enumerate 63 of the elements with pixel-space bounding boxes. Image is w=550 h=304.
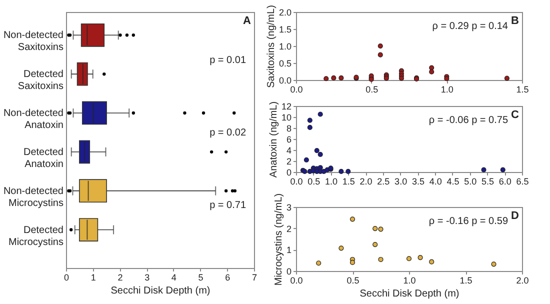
- annotation: p = 0.71: [210, 200, 246, 211]
- annotation: A: [243, 15, 252, 27]
- annotation: B: [511, 15, 520, 27]
- y-tick-label: 8: [286, 124, 292, 134]
- y-tick-label: 0.0: [278, 76, 292, 86]
- y-tick-label: 1.0: [278, 42, 292, 52]
- y-axis-title: Microcystins (ng/mL): [273, 193, 284, 286]
- y-tick-label: 0.5: [278, 58, 292, 68]
- y-tick-label: 0: [286, 168, 292, 178]
- y-tick-label: Detected Microcystins: [8, 224, 64, 248]
- y-tick-label: 2.0: [278, 8, 292, 18]
- annotation: p = 0.02: [210, 127, 246, 138]
- x-axis-title: Secchi Disk Depth (m): [110, 286, 210, 296]
- x-tick-label: 6: [225, 272, 230, 282]
- x-tick-label: 1.0: [403, 276, 416, 286]
- y-axis-title: Saxitoxins (ng/mL): [266, 5, 277, 88]
- y-tick-label: 4: [286, 146, 292, 156]
- annotation: C: [511, 109, 520, 121]
- y-axis-title: Anatoxin (ng/mL): [268, 101, 280, 178]
- x-tick-label: 4: [171, 272, 176, 282]
- y-tick-label: 1.5: [278, 24, 292, 34]
- x-tick-label: 3.5: [412, 176, 424, 186]
- y-tick-label: 6: [286, 134, 292, 144]
- x-tick-label: 2.0: [360, 176, 372, 186]
- y-tick-label: 3: [286, 202, 292, 212]
- y-tick-label: Detected Saxitoxins: [18, 69, 64, 92]
- x-tick-label: 0.5: [346, 276, 360, 286]
- x-tick-label: 0.5: [308, 176, 320, 186]
- x-tick-label: 1: [90, 272, 96, 282]
- x-tick-label: 4.0: [429, 176, 442, 186]
- x-tick-label: 5.5: [481, 176, 494, 186]
- x-tick-label: 7: [252, 272, 258, 282]
- x-tick-label: 2.5: [377, 176, 390, 186]
- y-tick-label: Non-detected Microcystins: [3, 186, 64, 209]
- x-tick-label: 2.0: [516, 276, 529, 286]
- y-tick-label: 2: [286, 224, 292, 234]
- x-tick-label: 5.0: [464, 176, 477, 186]
- x-tick-label: 1.5: [516, 84, 529, 94]
- x-tick-label: 2: [118, 272, 123, 282]
- annotation: ρ = 0.29 p = 0.14: [432, 21, 508, 32]
- y-tick-label: Detected Anatoxin: [23, 146, 64, 170]
- x-tick-label: 1.5: [460, 276, 472, 286]
- x-tick-label: 3: [144, 272, 150, 282]
- annotation: p = 0.01: [210, 55, 246, 66]
- y-tick-label: 12: [281, 102, 292, 112]
- x-tick-label: 3.0: [394, 176, 408, 186]
- y-tick-label: Non-detected Saxitoxins: [3, 30, 64, 54]
- y-tick-label: Non-detected Anatoxin: [3, 108, 64, 131]
- x-tick-label: 6.0: [498, 176, 512, 186]
- x-tick-label: 0.5: [366, 84, 378, 94]
- x-tick-label: 1.5: [342, 176, 355, 186]
- x-tick-label: 5: [198, 272, 204, 282]
- annotation: D: [511, 210, 520, 222]
- annotation: ρ = -0.16 p = 0.59: [428, 216, 508, 227]
- x-tick-label: 6.5: [516, 176, 529, 186]
- y-tick-label: 10: [281, 112, 292, 122]
- y-tick-label: 2: [286, 156, 292, 166]
- annotation: ρ = -0.06 p = 0.75: [428, 115, 508, 126]
- x-tick-label: 1.0: [325, 176, 338, 186]
- x-tick-label: 1.0: [440, 84, 454, 94]
- y-tick-label: 1: [286, 245, 292, 256]
- x-tick-label: 4.5: [446, 176, 460, 186]
- x-axis-title: Secchi Disk Depth (m): [360, 288, 460, 300]
